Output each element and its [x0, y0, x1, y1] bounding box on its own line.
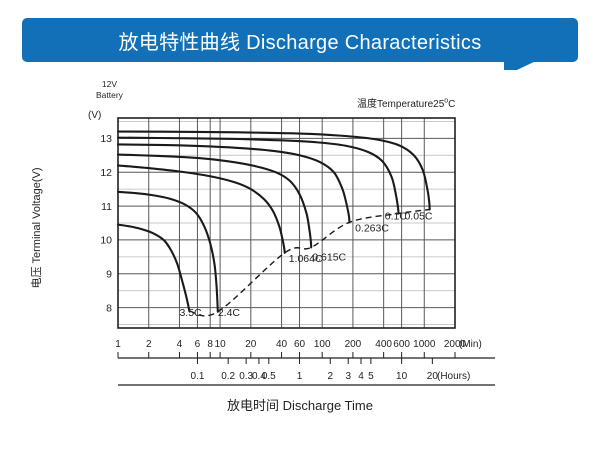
- svg-text:10: 10: [396, 371, 408, 382]
- svg-text:9: 9: [106, 269, 112, 281]
- svg-text:2: 2: [327, 371, 333, 382]
- header-bubble: 放电特性曲线 Discharge Characteristics: [22, 18, 578, 62]
- svg-text:1000: 1000: [413, 339, 436, 350]
- discharge-curves: [116, 130, 431, 313]
- y-axis-unit: (V): [88, 110, 102, 121]
- svg-text:20: 20: [427, 371, 439, 382]
- svg-text:60: 60: [294, 339, 306, 350]
- svg-text:10: 10: [215, 339, 227, 350]
- svg-text:600: 600: [393, 339, 410, 350]
- svg-text:8: 8: [207, 339, 213, 350]
- svg-text:0.4: 0.4: [252, 371, 266, 382]
- hours-unit-label: (Hours): [437, 371, 470, 382]
- grid-minor: [118, 121, 455, 325]
- curve-label-0.05C: 0.05C: [404, 211, 432, 223]
- axis-base-lines: [118, 357, 495, 386]
- svg-text:2: 2: [146, 339, 152, 350]
- svg-text:400: 400: [375, 339, 392, 350]
- curve-0.05C: [116, 130, 431, 211]
- svg-text:3: 3: [345, 371, 351, 382]
- svg-text:4: 4: [177, 339, 183, 350]
- svg-text:0.2: 0.2: [221, 371, 235, 382]
- svg-text:2000: 2000: [444, 339, 467, 350]
- curve-label-0.615C: 0.615C: [312, 251, 346, 263]
- svg-text:8: 8: [106, 302, 112, 314]
- page-title: 放电特性曲线 Discharge Characteristics: [118, 31, 482, 54]
- plot-frame: [117, 117, 456, 329]
- curve-0.1C: [116, 136, 400, 215]
- battery-word: Battery: [96, 90, 123, 100]
- x-tick-labels-hours: 0.1 0.2 0.30.40.5 1 2 3 4 5 10 20: [190, 371, 438, 382]
- temperature-prefix: 温度Temperature25: [357, 99, 445, 110]
- curve-0.263C: [116, 143, 351, 224]
- curve-label-2.4C: 2.4C: [218, 307, 241, 319]
- svg-text:20: 20: [245, 339, 257, 350]
- svg-text:100: 100: [314, 339, 331, 350]
- discharge-characteristics-chart: 12V Battery 温度Temperature25oC (V) 电压 Ter…: [0, 70, 600, 451]
- temperature-label: 温度Temperature25oC: [357, 95, 455, 110]
- svg-text:0.1: 0.1: [190, 371, 204, 382]
- svg-text:12: 12: [100, 167, 112, 179]
- x-tick-labels-minutes: 1 2 4 6 8 10 20 40 60 100 200 400 600 1000 2000: [115, 339, 466, 350]
- battery-type-label: 12V Battery: [96, 79, 123, 101]
- svg-text:4: 4: [358, 371, 364, 382]
- curve-label-1.064C: 1.064C: [289, 253, 323, 265]
- svg-text:1: 1: [297, 371, 303, 382]
- degree-symbol: o: [444, 97, 449, 105]
- battery-voltage: 12V: [101, 79, 118, 89]
- svg-text:6: 6: [195, 339, 201, 350]
- curve-0.615C: [116, 153, 313, 249]
- axis-tick-marks: [117, 352, 456, 364]
- svg-text:1: 1: [115, 339, 121, 350]
- svg-text:11: 11: [101, 201, 112, 213]
- svg-text:200: 200: [345, 339, 362, 350]
- end-voltage-envelope: [189, 208, 430, 317]
- y-tick-labels: 13 12 11 10 9 8: [100, 133, 112, 314]
- svg-text:5: 5: [368, 371, 374, 382]
- curve-label-0.263C: 0.263C: [355, 222, 389, 234]
- svg-text:0.3: 0.3: [239, 371, 253, 382]
- minutes-unit-label: (Min): [459, 339, 482, 350]
- curve-3.5C: [116, 223, 191, 313]
- header-banner: 放电特性曲线 Discharge Characteristics: [22, 18, 578, 76]
- curve-label-0.1C: 0.1C: [385, 211, 408, 223]
- svg-text:0.5: 0.5: [262, 371, 276, 382]
- curve-1.064C: [116, 164, 286, 254]
- svg-text:40: 40: [276, 339, 288, 350]
- curve-label-3.5C: 3.5C: [179, 307, 202, 319]
- x-axis-caption: 放电时间 Discharge Time: [227, 398, 373, 413]
- curve-2.4C: [116, 190, 219, 313]
- svg-text:10: 10: [100, 235, 112, 247]
- temperature-suffix: C: [448, 99, 456, 110]
- svg-text:13: 13: [100, 133, 112, 145]
